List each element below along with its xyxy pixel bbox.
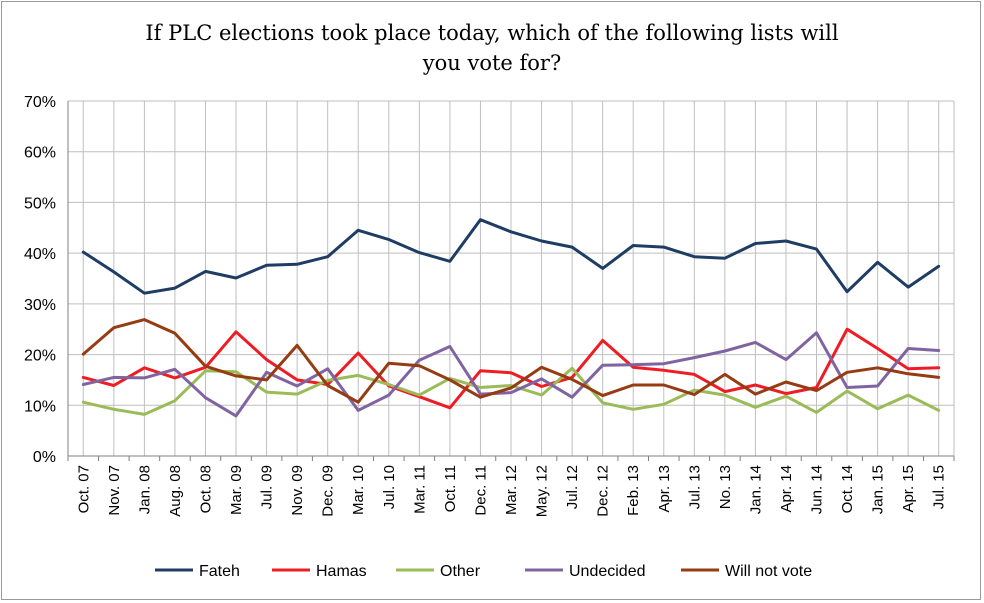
x-tick-label: Mar. 10: [350, 465, 367, 515]
legend-label: Will not vote: [725, 563, 812, 580]
chart-title: If PLC elections took place today, which…: [0, 18, 984, 78]
x-tick-label: Apr. 13: [656, 465, 673, 513]
x-tick-label: Jul. 09: [259, 465, 276, 509]
x-tick-label: Dec. 11: [472, 465, 489, 516]
x-tick-label: Oct. 08: [197, 465, 214, 513]
x-tick-label: Apr. 14: [778, 465, 795, 513]
axes: 0% 10% 20% 30% 40% 50% 60% 70% Oct. 07 Nov. 07 Jan…: [24, 94, 955, 517]
x-tick-label: Jul. 10: [381, 465, 398, 509]
legend-label: Other: [440, 563, 481, 580]
chart-title-line-2: you vote for?: [422, 51, 562, 75]
x-tick-label: Oct. 11: [442, 465, 459, 512]
legend-label: Undecided: [569, 563, 646, 580]
x-tick-label: Aug. 08: [167, 465, 184, 517]
x-tick-label: Jan. 14: [747, 465, 764, 514]
x-tick-label: Dec. 09: [320, 465, 337, 517]
x-tick-label: Mar. 09: [228, 465, 245, 515]
x-tick-label: Dec. 12: [595, 465, 612, 517]
x-tick-label: Oct. 14: [839, 465, 856, 513]
x-tick-label: Apr. 15: [900, 465, 917, 513]
x-tick-label: Jul. 12: [564, 465, 581, 509]
series-line-fateh: [81, 218, 941, 295]
x-tick-label: Jul. 15: [931, 465, 948, 509]
x-tick-label: Jan. 15: [870, 465, 887, 514]
x-tick-label: Jan. 08: [136, 465, 153, 514]
y-tick-label: 30%: [24, 297, 56, 314]
y-tick-label: 70%: [24, 94, 56, 111]
y-tick-label: 40%: [24, 246, 56, 263]
x-tick-label: Jun. 14: [809, 465, 826, 514]
x-tick-label: Mar. 12: [503, 465, 520, 515]
chart-title-line-1: If PLC elections took place today, which…: [145, 21, 839, 45]
series-lines: [81, 218, 941, 418]
gridlines: [68, 100, 955, 456]
y-tick-label: 0%: [33, 449, 56, 466]
series-line-undecided: [81, 331, 941, 418]
x-tick-label: May. 12: [534, 465, 551, 517]
series-line-hamas: [81, 327, 941, 410]
y-tick-label: 10%: [24, 398, 56, 415]
series-line-will-not-vote: [81, 318, 941, 404]
legend-label: Hamas: [316, 563, 367, 580]
x-tick-label: Nov. 07: [106, 465, 123, 516]
x-tick-label: Mar. 11: [411, 465, 428, 514]
x-tick-label: No. 13: [717, 465, 734, 509]
x-tick-label: Oct. 07: [75, 465, 92, 513]
y-tick-label: 50%: [24, 195, 56, 212]
x-tick-label: Jul. 13: [686, 465, 703, 509]
y-tick-label: 20%: [24, 348, 56, 365]
x-tick-label: Feb. 13: [625, 465, 642, 516]
legend: Fateh Hamas Other Undecided Will not vote: [155, 563, 812, 580]
x-tick-label: Nov. 09: [289, 465, 306, 516]
legend-label: Fateh: [199, 563, 240, 580]
y-tick-label: 60%: [24, 145, 56, 162]
